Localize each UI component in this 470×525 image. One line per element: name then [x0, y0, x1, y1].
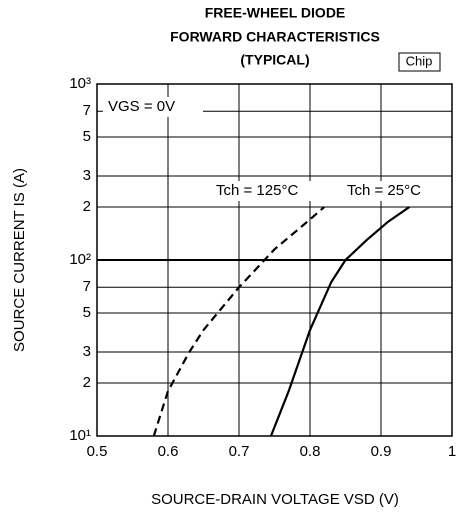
badge: Chip	[406, 53, 433, 68]
series-line	[269, 206, 411, 437]
annotation-bg	[212, 181, 338, 201]
title: FORWARD CHARACTERISTICS	[170, 29, 380, 45]
annotation: Tch = 125°C	[216, 182, 298, 199]
y-tick-label: 2	[83, 374, 91, 391]
x-tick-label: 0.8	[300, 443, 321, 460]
x-tick-label: 0.9	[371, 443, 392, 460]
annotation-bg	[103, 97, 203, 117]
y-tick-label: 5	[83, 304, 91, 321]
annotation: VGS = 0V	[108, 98, 175, 115]
y-tick-label: 3	[83, 343, 91, 360]
x-axis-label: SOURCE-DRAIN VOLTAGE VSD (V)	[151, 491, 399, 508]
x-tick-label: 0.6	[158, 443, 179, 460]
x-tick-label: 1	[448, 443, 456, 460]
y-tick-label: 10³	[69, 75, 91, 92]
y-tick-label: 7	[83, 278, 91, 295]
y-tick-label: 7	[83, 102, 91, 119]
badge-box	[398, 52, 441, 72]
y-tick-label: 3	[83, 167, 91, 184]
y-tick-label: 2	[83, 198, 91, 215]
annotation-bg	[343, 181, 447, 201]
title: FREE-WHEEL DIODE	[205, 5, 346, 21]
y-tick-label: 10²	[69, 251, 91, 268]
y-axis-label: SOURCE CURRENT IS (A)	[11, 168, 28, 352]
x-tick-label: 0.5	[87, 443, 108, 460]
y-tick-label: 10¹	[69, 427, 91, 444]
y-tick-label: 5	[83, 128, 91, 145]
series-line	[152, 206, 325, 437]
annotation: Tch = 25°C	[347, 182, 421, 199]
title: (TYPICAL)	[240, 52, 309, 68]
x-tick-label: 0.7	[229, 443, 250, 460]
